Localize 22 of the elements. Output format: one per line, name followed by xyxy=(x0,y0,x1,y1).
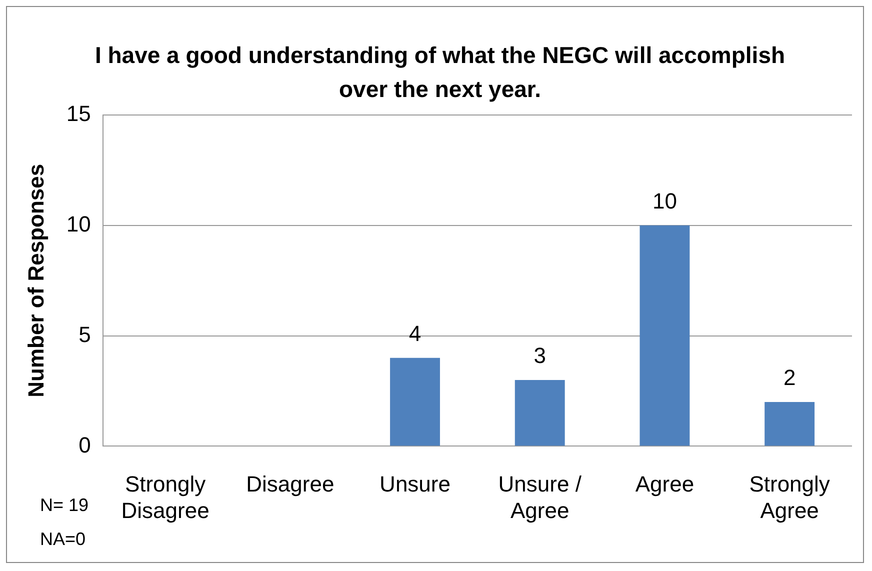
bar xyxy=(514,380,565,446)
data-label: 10 xyxy=(652,188,677,214)
bar xyxy=(640,225,690,446)
x-tick-label: Unsure xyxy=(380,471,450,496)
y-tick-label: 5 xyxy=(78,322,91,347)
y-tick-label: 10 xyxy=(66,211,91,236)
text: N= 19 xyxy=(40,494,89,517)
x-tick-label: Agree xyxy=(635,471,694,496)
bar xyxy=(390,358,440,446)
x-tick-label: Strongly Agree xyxy=(749,471,830,523)
y-axis-title: Number of Responses xyxy=(23,164,48,398)
y-tick-label: 0 xyxy=(78,432,91,458)
y-tick-label: 15 xyxy=(66,101,91,126)
x-tick-label: Unsure / Agree xyxy=(498,471,582,523)
x-tick-label: Disagree xyxy=(246,471,334,496)
data-label: 4 xyxy=(408,320,422,346)
data-label: 2 xyxy=(783,365,796,390)
text: NA=0 xyxy=(40,528,87,551)
data-label: 3 xyxy=(534,343,546,368)
bar xyxy=(764,402,815,446)
chart-title: I have a good understanding of what the NEGC will accomplish over the next year. xyxy=(94,41,786,104)
x-tick-label: Strongly Disagree xyxy=(121,471,210,523)
